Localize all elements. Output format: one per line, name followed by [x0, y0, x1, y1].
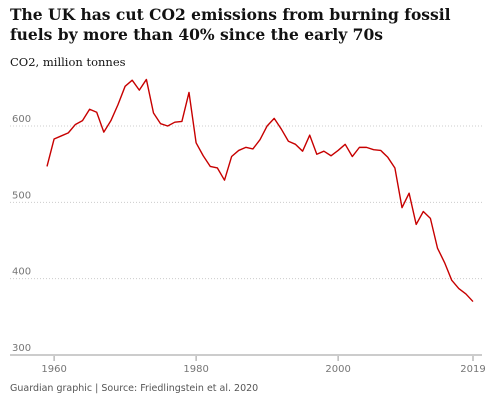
x-tick-label-2000: 2000 — [325, 364, 350, 375]
x-tick-labels: 1960 1980 2000 2019 — [41, 356, 486, 375]
gridlines — [10, 125, 482, 356]
y-tick-label-400: 400 — [12, 267, 31, 278]
source-credit: Guardian graphic | Source: Friedlingstei… — [10, 383, 259, 394]
x-tick-label-2019: 2019 — [460, 364, 485, 375]
emissions-line — [46, 78, 474, 303]
y-tick-label-300: 300 — [12, 343, 31, 354]
y-axis-label: CO2, million tonnes — [10, 55, 126, 69]
y-tick-label-500: 500 — [12, 190, 31, 201]
x-tick-label-1980: 1980 — [183, 364, 208, 375]
x-tick-label-1960: 1960 — [41, 364, 66, 375]
y-tick-label-600: 600 — [12, 114, 31, 125]
chart-title: The UK has cut CO2 emissions from burnin… — [10, 5, 451, 44]
y-tick-labels: 300 400 500 600 — [12, 114, 31, 354]
